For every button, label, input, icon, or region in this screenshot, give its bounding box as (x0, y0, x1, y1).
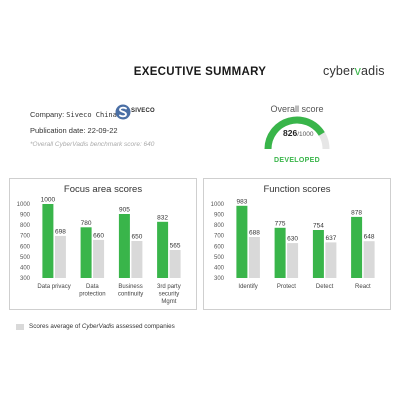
publication-date: 22-09-22 (87, 126, 118, 135)
y-tick-label: 700 (214, 234, 225, 240)
publication-label: Publication date: (30, 126, 88, 135)
siveco-logo: SIVECO (115, 103, 161, 121)
y-tick-label: 400 (214, 265, 225, 271)
category-label: Detect (316, 284, 334, 290)
overall-score-label: Overall score (270, 104, 324, 114)
category-label: 3rd party (157, 284, 181, 290)
bar-value-label: 775 (275, 220, 286, 227)
y-tick-label: 600 (20, 244, 31, 250)
category-label: security (159, 292, 180, 298)
legend-suffix: assessed companies (114, 323, 175, 330)
bar-value-label: 1000 (41, 197, 56, 204)
average-score-bar (131, 241, 143, 278)
function-chart-panel: Function scores 300 400 500 600 700 800 900 100… (203, 178, 391, 310)
y-tick-label: 300 (20, 276, 31, 282)
overall-score-number: 826 (283, 128, 298, 138)
y-tick-label: 900 (214, 213, 225, 219)
overall-score-value: 826/1000 (283, 128, 313, 138)
average-score-bar (54, 235, 66, 278)
company-score-bar (157, 221, 169, 278)
publication-date-line: Publication date: 22-09-22 (30, 126, 118, 135)
y-tick-label: 600 (214, 244, 225, 250)
y-tick-label: 300 (214, 276, 225, 282)
y-tick-label: 400 (20, 265, 31, 271)
bar-value-label: 688 (249, 230, 260, 237)
bar-value-label: 983 (236, 198, 247, 205)
focus-area-chart-panel: Focus area scores 300 400 500 600 700 800 900 1… (9, 178, 197, 310)
average-score-bar (325, 242, 337, 278)
bar-value-label: 698 (55, 228, 66, 235)
bar-value-label: 630 (287, 236, 298, 243)
legend-brand: CyberVadis (81, 323, 115, 330)
bar-value-label: 650 (131, 234, 142, 241)
company-score-bar (351, 216, 363, 278)
bar-value-label: 832 (157, 214, 168, 221)
logo-prefix: cyber (323, 64, 355, 78)
company-name: Siveco China (66, 111, 117, 119)
bar-value-label: 754 (313, 223, 324, 230)
y-tick-label: 800 (214, 223, 225, 229)
average-score-bar (287, 243, 299, 278)
category-label: continuity (118, 292, 143, 298)
y-tick-label: 1000 (211, 202, 225, 208)
cybervadis-logo: cybervadis (323, 64, 385, 78)
y-tick-label: 900 (20, 213, 31, 219)
company-score-bar (236, 205, 248, 278)
function-chart: 300 400 500 600 700 800 900 1000 983 688 Identify 7… (211, 198, 375, 290)
bar-value-label: 905 (119, 207, 130, 214)
y-tick-label: 1000 (17, 202, 31, 208)
company-score-bar (274, 227, 286, 278)
category-label: protection (79, 292, 105, 298)
overall-score-max: /1000 (297, 131, 314, 138)
y-tick-label: 500 (214, 255, 225, 261)
focus-area-chart: 300 400 500 600 700 800 900 1000 1000 698 Data pri… (17, 197, 181, 306)
average-score-bar (169, 250, 181, 278)
category-label: Business (118, 284, 142, 290)
logo-accent: v (354, 64, 362, 78)
category-label: Identify (238, 284, 257, 290)
siveco-logo-text: SIVECO (131, 108, 155, 114)
bar-value-label: 648 (364, 234, 375, 241)
function-chart-title: Function scores (263, 184, 331, 195)
company-label: Company: (30, 110, 67, 119)
page-title: EXECUTIVE SUMMARY (133, 66, 267, 78)
focus-area-chart-title: Focus area scores (63, 184, 143, 195)
legend-text: Scores average of CyberVadis assessed co… (29, 323, 175, 330)
company-score-bar (312, 230, 324, 278)
legend-swatch (16, 324, 24, 330)
logo-suffix: adis (361, 64, 385, 78)
average-score-bar (93, 239, 105, 278)
benchmark-note: *Overall CyberVadis benchmark score: 640 (30, 141, 155, 148)
company-score-bar (118, 214, 130, 278)
average-score-bar (363, 241, 375, 278)
y-tick-label: 500 (20, 255, 31, 261)
gauge-fill (264, 116, 325, 150)
bar-value-label: 565 (170, 243, 181, 250)
bar-value-label: 637 (325, 235, 336, 242)
company-line: Company: Siveco China (30, 110, 117, 119)
category-label: Mgmt (161, 299, 176, 305)
maturity-level: DEVELOPED (274, 157, 320, 164)
company-score-bar (80, 227, 92, 278)
category-label: Data (86, 284, 99, 290)
bar-value-label: 878 (351, 209, 362, 216)
y-tick-label: 700 (20, 234, 31, 240)
category-label: Protect (277, 284, 296, 290)
bar-value-label: 660 (93, 232, 104, 239)
legend-prefix: Scores average of (29, 323, 82, 330)
company-score-bar (42, 204, 54, 278)
average-score-bar (248, 237, 260, 278)
overall-score-gauge (264, 116, 330, 150)
bar-value-label: 780 (81, 220, 92, 227)
category-label: React (355, 284, 371, 290)
siveco-mark-icon (115, 104, 131, 120)
y-tick-label: 800 (20, 223, 31, 229)
category-label: Data privacy (37, 284, 70, 290)
